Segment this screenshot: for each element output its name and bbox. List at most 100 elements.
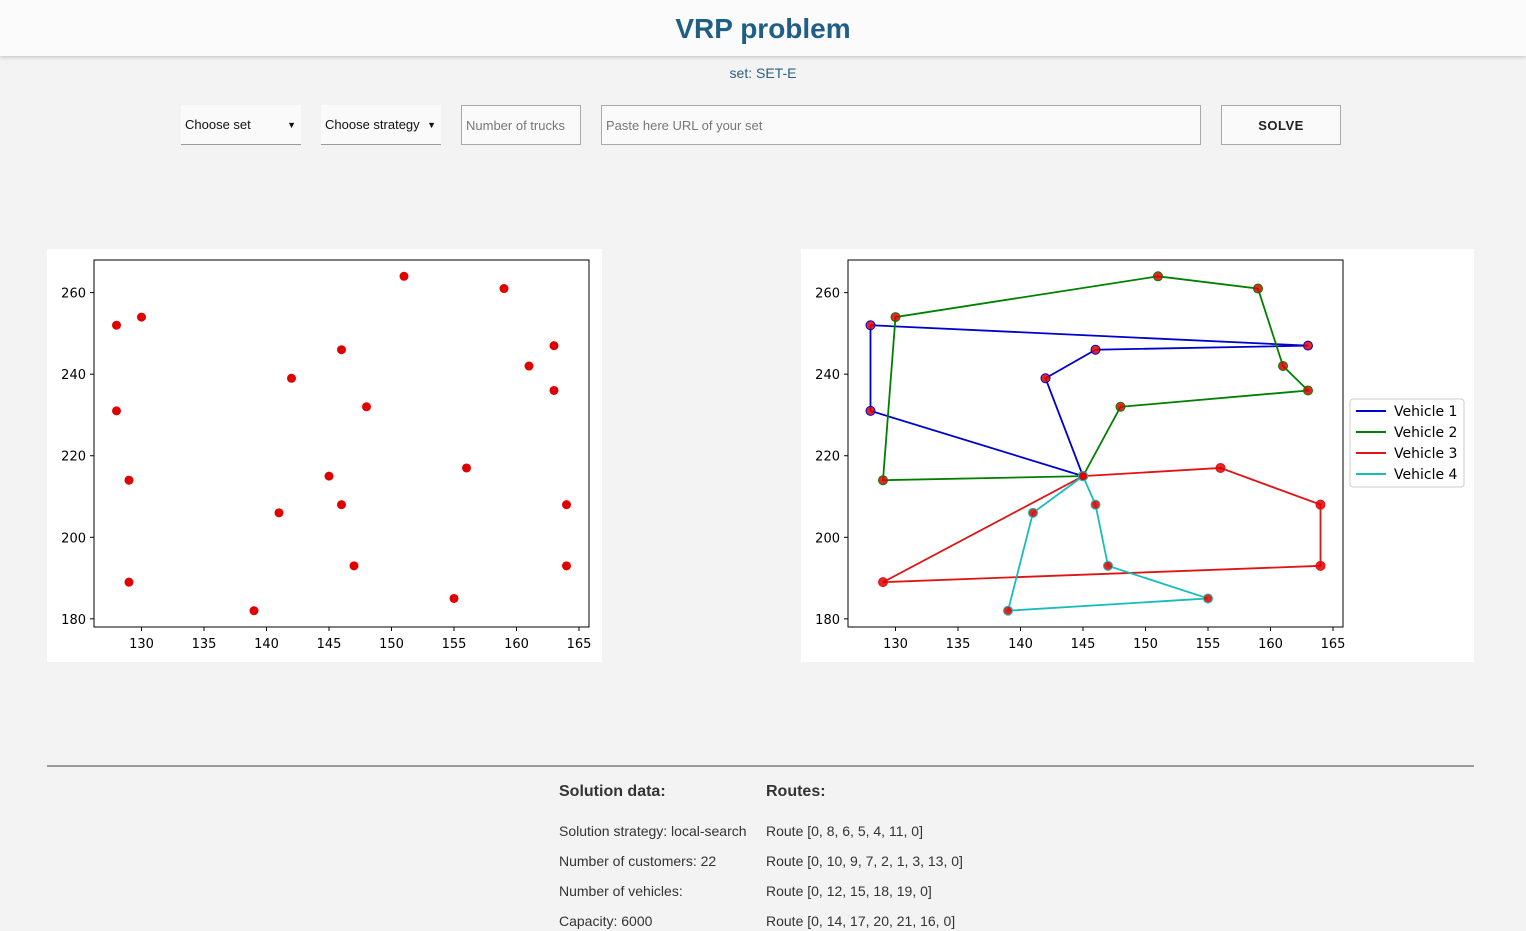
route-stop-point: [878, 577, 888, 588]
route-stop-point: [1253, 283, 1263, 294]
route-stop-point: [1028, 507, 1038, 518]
y-tick-label: 180: [815, 613, 840, 628]
section-divider: [47, 765, 1474, 767]
route-stop-point: [1203, 593, 1213, 604]
legend-label: Vehicle 2: [1394, 425, 1457, 441]
legend-label: Vehicle 3: [1394, 446, 1457, 462]
route-stop-point: [1003, 605, 1013, 616]
customer-point: [137, 312, 146, 322]
solve-button[interactable]: SOLVE: [1221, 105, 1341, 145]
y-tick-label: 260: [815, 287, 840, 302]
customer-point: [274, 508, 284, 518]
solution-heading: Solution data:: [559, 783, 666, 800]
solution-customers: Number of customers: 22: [559, 853, 717, 869]
solution-vehicles: Number of vehicles:: [559, 883, 683, 899]
plot-frame: [847, 259, 1344, 628]
solution-capacity: Capacity: 6000: [559, 913, 653, 929]
x-tick-label: 140: [254, 637, 279, 652]
x-tick-label: 135: [946, 637, 971, 652]
y-tick-label: 260: [61, 287, 86, 302]
route-stop-point: [1103, 560, 1113, 571]
y-tick-label: 240: [61, 368, 86, 383]
x-tick-label: 135: [192, 637, 217, 652]
routes-panel: Routes: Route [0, 8, 6, 5, 4, 11, 0] Rou…: [766, 782, 963, 931]
trucks-input[interactable]: [461, 105, 581, 145]
customer-point: [249, 606, 259, 616]
customer-point: [362, 402, 371, 412]
set-select-value: Choose set: [185, 117, 251, 132]
page-title: VRP problem: [675, 13, 851, 44]
customer-point: [399, 271, 409, 281]
customer-point: [124, 577, 134, 587]
x-tick-label: 150: [379, 637, 404, 652]
route-item: Route [0, 10, 9, 7, 2, 1, 3, 13, 0]: [766, 853, 963, 869]
current-set-label: set: SET-E: [729, 65, 797, 81]
routes-line-chart: 130 135 140 145 150 155 160 165 180 200 220 240 260 V…: [815, 259, 1465, 652]
x-tick-label: 145: [317, 637, 342, 652]
route-item: Route [0, 8, 6, 5, 4, 11, 0]: [766, 823, 923, 839]
x-tick-label: 155: [442, 637, 467, 652]
route-stop-point: [1040, 373, 1051, 384]
route-stop-point: [1303, 340, 1313, 351]
route-stop-point: [865, 320, 876, 331]
route-item: Route [0, 12, 15, 18, 19, 0]: [766, 883, 932, 899]
customer-point: [287, 373, 296, 383]
x-tick-label: 155: [1196, 637, 1221, 652]
solution-strategy: Solution strategy: local-search: [559, 823, 747, 839]
route-stop-point: [1303, 385, 1313, 396]
routes-chart-card: 130 135 140 145 150 155 160 165 180 200 220 240 260 V…: [801, 249, 1474, 662]
chart-legend: [1349, 398, 1465, 488]
caret-down-icon: ▼: [287, 120, 296, 130]
solution-data-panel: Solution data: Solution strategy: local-…: [559, 782, 747, 931]
page-header: VRP problem: [0, 0, 1526, 56]
route-stop-point: [1078, 471, 1088, 482]
y-tick-label: 240: [815, 368, 840, 383]
routes-heading: Routes:: [766, 783, 826, 800]
x-tick-label: 150: [1133, 637, 1158, 652]
customer-point: [112, 320, 121, 330]
route-stop-point: [1278, 361, 1288, 372]
x-tick-label: 130: [883, 637, 908, 652]
route-stop-point: [878, 475, 888, 486]
customer-point: [349, 561, 359, 571]
strategy-select[interactable]: Choose strategy ▼: [321, 105, 441, 145]
route-stop-point: [1215, 462, 1226, 473]
customer-point: [337, 500, 346, 510]
y-tick-label: 200: [61, 531, 86, 546]
customers-chart-card: 130 135 140 145 150 155 160 165 180 200 220 240 260: [47, 249, 602, 662]
customers-scatter-chart: 130 135 140 145 150 155 160 165 180 200 220 240 260: [61, 259, 592, 652]
y-tick-label: 200: [815, 531, 840, 546]
x-tick-label: 130: [129, 637, 154, 652]
customer-point: [449, 593, 459, 603]
x-tick-label: 140: [1008, 637, 1033, 652]
route-stop-point: [1153, 271, 1163, 282]
legend-label: Vehicle 4: [1394, 467, 1458, 483]
route-stop-point: [890, 312, 901, 323]
legend-label: Vehicle 1: [1394, 404, 1457, 420]
route-item: Route [0, 14, 17, 20, 21, 16, 0]: [766, 913, 956, 929]
customer-point: [124, 475, 134, 485]
route-stop-point: [1315, 499, 1326, 510]
url-input[interactable]: [601, 105, 1201, 145]
x-tick-label: 165: [567, 637, 592, 652]
route-line-vehicle: [882, 467, 1322, 584]
customer-point: [112, 406, 121, 416]
customer-point: [562, 561, 571, 571]
customer-point: [499, 284, 509, 294]
y-tick-label: 220: [61, 450, 86, 465]
route-stop-point: [1090, 499, 1101, 510]
y-tick-label: 180: [61, 613, 86, 628]
x-tick-label: 160: [1258, 637, 1283, 652]
set-select[interactable]: Choose set ▼: [181, 105, 301, 145]
route-stop-point: [865, 405, 876, 416]
caret-down-icon: ▼: [427, 120, 436, 130]
route-stop-point: [1315, 560, 1326, 571]
x-tick-label: 145: [1071, 637, 1096, 652]
customer-point: [562, 500, 571, 510]
route-stop-point: [1115, 401, 1126, 412]
customer-point: [324, 471, 334, 481]
customer-point: [462, 463, 471, 473]
x-tick-label: 160: [504, 637, 529, 652]
plot-frame: [93, 259, 590, 628]
route-stop-point: [1090, 344, 1101, 355]
